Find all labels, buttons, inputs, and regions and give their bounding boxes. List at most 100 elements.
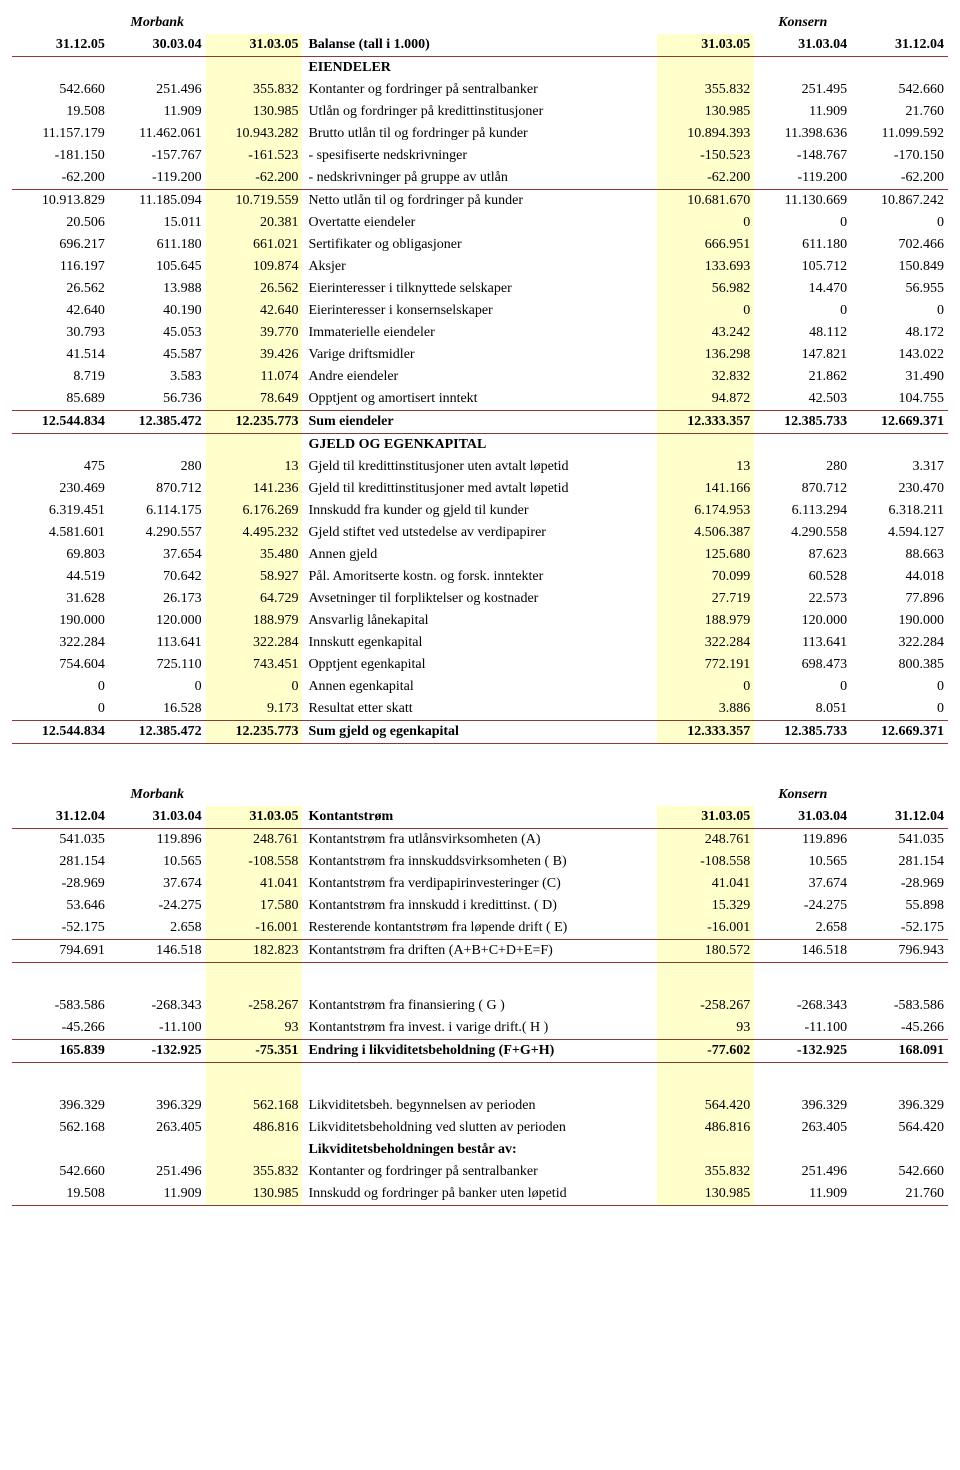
table-cell: 322.284 (206, 632, 303, 654)
table-cell: 355.832 (206, 79, 303, 101)
table-cell: 119.896 (109, 829, 206, 852)
table-cell: 12.544.834 (12, 411, 109, 434)
table-cell: 10.894.393 (657, 123, 754, 145)
table-cell: 56.982 (657, 278, 754, 300)
row-label: Netto utlån til og fordringer på kunder (302, 190, 657, 213)
table-cell: 136.298 (657, 344, 754, 366)
table-cell: 104.755 (851, 388, 948, 411)
table-cell: 190.000 (851, 610, 948, 632)
row-label: Annen egenkapital (302, 676, 657, 698)
table-cell: 12.235.773 (206, 721, 303, 744)
table-cell: 13.988 (109, 278, 206, 300)
table-cell (851, 1139, 948, 1161)
table-cell: 11.462.061 (109, 123, 206, 145)
row-label: Gjeld til kredittinstitusjoner med avtal… (302, 478, 657, 500)
table-cell: 870.712 (109, 478, 206, 500)
table-cell: -268.343 (109, 995, 206, 1017)
row-label: Innskutt egenkapital (302, 632, 657, 654)
col-header: 31.12.04 (12, 806, 109, 829)
table-cell: 26.173 (109, 588, 206, 610)
table-cell: 0 (851, 212, 948, 234)
table-cell: 120.000 (109, 610, 206, 632)
table-cell: -62.200 (657, 167, 754, 190)
table-cell: 2.658 (109, 917, 206, 940)
table-cell: 119.896 (754, 829, 851, 852)
table-cell: 133.693 (657, 256, 754, 278)
table-cell: 105.712 (754, 256, 851, 278)
table-cell: 10.867.242 (851, 190, 948, 213)
table-cell: 12.544.834 (12, 721, 109, 744)
table-cell: 10.565 (109, 851, 206, 873)
col-header: 30.03.04 (109, 34, 206, 57)
table-cell: 87.623 (754, 544, 851, 566)
table-cell: -16.001 (206, 917, 303, 940)
col-header: 31.12.04 (851, 34, 948, 57)
table-cell: 188.979 (657, 610, 754, 632)
table-cell: 251.495 (754, 79, 851, 101)
table-cell: 12.385.472 (109, 721, 206, 744)
table-cell: 0 (12, 676, 109, 698)
table-cell: 0 (12, 698, 109, 721)
table-cell: 0 (109, 676, 206, 698)
table-cell: -268.343 (754, 995, 851, 1017)
row-label: - spesifiserte nedskrivninger (302, 145, 657, 167)
table-title: Kontantstrøm (302, 806, 657, 829)
table-cell: 396.329 (754, 1095, 851, 1117)
row-label: - nedskrivninger på gruppe av utlån (302, 167, 657, 190)
table-cell: 564.420 (657, 1095, 754, 1117)
table-cell: 11.909 (754, 101, 851, 123)
table-cell: 113.641 (754, 632, 851, 654)
row-label: Eierinteresser i konsernselskaper (302, 300, 657, 322)
table-cell: 42.640 (206, 300, 303, 322)
row-label: Innskudd fra kunder og gjeld til kunder (302, 500, 657, 522)
table-cell: 230.469 (12, 478, 109, 500)
row-label: Likviditetsbeholdning ved slutten av per… (302, 1117, 657, 1139)
table-cell: 0 (851, 676, 948, 698)
table-cell: 130.985 (206, 101, 303, 123)
table-cell: 42.503 (754, 388, 851, 411)
table-cell: 486.816 (206, 1117, 303, 1139)
table-cell: 12.669.371 (851, 411, 948, 434)
table-cell: 12.385.472 (109, 411, 206, 434)
table-cell: -258.267 (206, 995, 303, 1017)
row-label: Gjeld til kredittinstitusjoner uten avta… (302, 456, 657, 478)
table-cell: -583.586 (12, 995, 109, 1017)
table-cell: -28.969 (12, 873, 109, 895)
table-cell: 16.528 (109, 698, 206, 721)
table-cell: 322.284 (657, 632, 754, 654)
table-cell: 39.426 (206, 344, 303, 366)
row-label: Annen gjeld (302, 544, 657, 566)
table-cell: 105.645 (109, 256, 206, 278)
table-cell: 611.180 (109, 234, 206, 256)
table-cell: -108.558 (657, 851, 754, 873)
col-header: 31.03.04 (754, 806, 851, 829)
row-label: Kontantstrøm fra driften (A+B+C+D+E=F) (302, 940, 657, 963)
table-cell: 17.580 (206, 895, 303, 917)
row-label: Kontantstrøm fra finansiering ( G ) (302, 995, 657, 1017)
table-cell: -132.925 (109, 1040, 206, 1063)
table-cell: 562.168 (12, 1117, 109, 1139)
row-label: Kontantstrøm fra innskudd i kredittinst.… (302, 895, 657, 917)
table-cell: 322.284 (12, 632, 109, 654)
table-cell: 85.689 (12, 388, 109, 411)
table-cell: 10.565 (754, 851, 851, 873)
table-cell: 0 (657, 300, 754, 322)
table-title: Balanse (tall i 1.000) (302, 34, 657, 57)
table-cell: 19.508 (12, 101, 109, 123)
table-cell (12, 1139, 109, 1161)
table-cell: 6.174.953 (657, 500, 754, 522)
table-cell: 10.943.282 (206, 123, 303, 145)
table-cell: 698.473 (754, 654, 851, 676)
table-cell: 542.660 (851, 79, 948, 101)
table-cell (109, 1139, 206, 1161)
table-cell: 69.803 (12, 544, 109, 566)
table-cell: 165.839 (12, 1040, 109, 1063)
table-cell: 20.506 (12, 212, 109, 234)
table-cell: 43.242 (657, 322, 754, 344)
table-cell: -45.266 (851, 1017, 948, 1040)
table-cell: 40.190 (109, 300, 206, 322)
table-cell: 113.641 (109, 632, 206, 654)
table-cell: 27.719 (657, 588, 754, 610)
table-cell: -170.150 (851, 145, 948, 167)
table-cell: 355.832 (657, 79, 754, 101)
